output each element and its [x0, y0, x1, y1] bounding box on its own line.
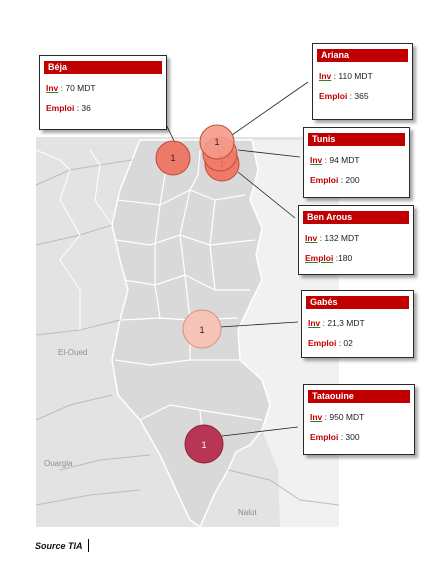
marker-beja[interactable]: 1	[155, 140, 191, 176]
leader-line-ariana	[231, 81, 309, 136]
callout-beja: Béja Inv : 70 MDT Emploi : 36	[39, 55, 167, 130]
callout-inv-row: Inv : 70 MDT	[46, 83, 166, 94]
emploi-value: :180	[333, 253, 353, 263]
inv-value: : 950 MDT	[322, 412, 365, 422]
marker-label-beja: 1	[170, 153, 175, 163]
callout-ariana: Ariana Inv : 110 MDT Emploi : 365	[312, 43, 413, 120]
callout-gabes: Gabés Inv : 21,3 MDT Emploi : 02	[301, 290, 414, 358]
callout-emploi-row: Emploi : 200	[310, 175, 409, 186]
callout-emploi-row: Emploi : 02	[308, 338, 413, 349]
callout-title: Tataouine	[308, 390, 410, 403]
inv-value: : 94 MDT	[322, 155, 360, 165]
marker-label-tataouine: 1	[201, 440, 206, 450]
callout-emploi-row: Emploi : 365	[319, 91, 412, 102]
callout-inv-row: Inv : 94 MDT	[310, 155, 409, 166]
callout-inv-row: Inv : 110 MDT	[319, 71, 412, 82]
inv-value: : 21,3 MDT	[320, 318, 365, 328]
leader-line-ben-arous	[237, 171, 296, 219]
text-cursor	[88, 539, 89, 552]
marker-tataouine[interactable]: 1	[184, 424, 224, 464]
callout-emploi-row: Emploi : 36	[46, 103, 166, 114]
marker-ariana[interactable]: 1	[199, 124, 235, 160]
emploi-label: Emploi	[310, 432, 339, 442]
callout-ben-arous: Ben Arous Inv : 132 MDT Emploi :180	[298, 205, 414, 275]
place-label-nalut: Nalut	[238, 508, 257, 517]
inv-value: : 70 MDT	[58, 83, 96, 93]
leader-line-tunis	[237, 149, 301, 158]
marker-gabes[interactable]: 1	[182, 309, 222, 349]
place-label-el-oued: El-Oued	[58, 348, 87, 357]
leader-line-tataouine	[221, 426, 299, 437]
inv-label: Inv	[310, 155, 323, 165]
marker-label-gabes: 1	[199, 325, 204, 335]
callout-emploi-row: Emploi : 300	[310, 432, 414, 443]
place-label-ouargla: Ouargla	[44, 459, 73, 468]
marker-label-ariana: 1	[214, 137, 219, 147]
inv-label: Inv	[319, 71, 332, 81]
callout-title: Gabés	[306, 296, 409, 309]
inv-label: Inv	[308, 318, 321, 328]
emploi-label: Emploi	[310, 175, 339, 185]
emploi-value: : 36	[74, 103, 91, 113]
emploi-value: : 300	[338, 432, 360, 442]
callout-tataouine: Tataouine Inv : 950 MDT Emploi : 300	[303, 384, 415, 455]
inv-value: : 132 MDT	[317, 233, 360, 243]
callout-tunis: Tunis Inv : 94 MDT Emploi : 200	[303, 127, 410, 198]
emploi-label: Emploi	[319, 91, 348, 101]
callout-inv-row: Inv : 132 MDT	[305, 233, 413, 244]
algeria-regions	[35, 149, 113, 330]
callout-title: Ariana	[317, 49, 408, 62]
inv-label: Inv	[46, 83, 59, 93]
emploi-value: : 365	[347, 91, 369, 101]
inv-label: Inv	[310, 412, 323, 422]
source-caption: Source TIA	[35, 541, 83, 551]
callout-title: Ben Arous	[303, 211, 409, 224]
emploi-label: Emploi	[308, 338, 337, 348]
emploi-value: : 200	[338, 175, 360, 185]
inv-value: : 110 MDT	[331, 71, 373, 81]
leader-line-gabes	[219, 321, 299, 328]
callout-inv-row: Inv : 950 MDT	[310, 412, 414, 423]
callout-title: Tunis	[308, 133, 405, 146]
emploi-label: Emploi	[46, 103, 75, 113]
callout-title: Béja	[44, 61, 162, 74]
inv-label: Inv	[305, 233, 318, 243]
callout-emploi-row: Emploi :180	[305, 253, 413, 264]
emploi-value: : 02	[336, 338, 353, 348]
emploi-label: Emploi	[305, 253, 334, 263]
callout-inv-row: Inv : 21,3 MDT	[308, 318, 413, 329]
